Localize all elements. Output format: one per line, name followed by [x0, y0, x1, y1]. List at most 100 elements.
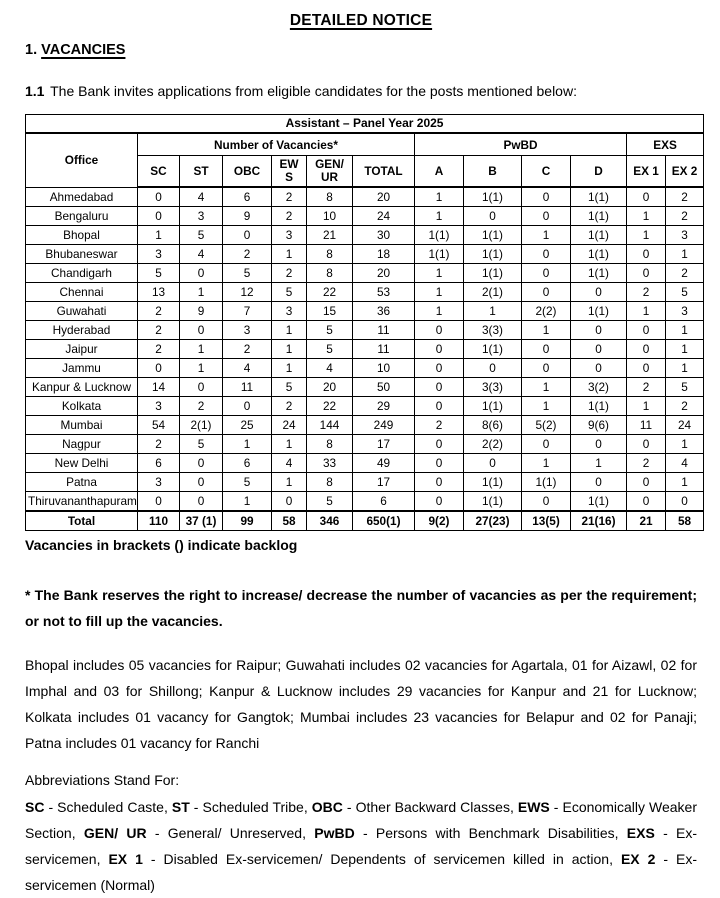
office-cell: Bhubaneswar — [25, 244, 138, 264]
table-row: Bengaluru 0 3 9 2 10 24 1 0 0 1(1) 1 2 — [25, 206, 705, 226]
value-cell: 1(1) — [463, 263, 522, 283]
col-header-office: Office — [25, 132, 138, 188]
value-cell: 1(1) — [570, 263, 627, 283]
value-cell: 2 — [179, 396, 223, 416]
value-cell: 144 — [306, 415, 353, 435]
value-cell: 17 — [352, 434, 415, 454]
office-cell: Kolkata — [25, 396, 138, 416]
value-cell: 18 — [352, 244, 415, 264]
column-header: EX 1 — [626, 155, 666, 188]
column-header: D — [570, 155, 627, 188]
value-cell: 1 — [271, 339, 307, 359]
value-cell: 9(6) — [570, 415, 627, 435]
column-header: TOTAL — [352, 155, 415, 188]
value-cell: 15 — [306, 301, 353, 321]
value-cell: 9(2) — [414, 510, 464, 531]
value-cell: 1(1) — [414, 225, 464, 245]
value-cell: 14 — [137, 377, 180, 397]
value-cell: 8 — [306, 186, 353, 207]
abbr-definition: - Other Backward Classes, — [342, 799, 518, 815]
value-cell: 6 — [137, 453, 180, 473]
value-cell: 1 — [414, 263, 464, 283]
value-cell: 29 — [352, 396, 415, 416]
value-cell: 22 — [306, 282, 353, 302]
value-cell: 1(1) — [463, 472, 522, 492]
value-cell: 5 — [306, 320, 353, 340]
value-cell: 0 — [626, 244, 666, 264]
value-cell: 0 — [179, 491, 223, 512]
value-cell: 3 — [271, 301, 307, 321]
value-cell: 1 — [664, 434, 705, 454]
value-cell: 0 — [414, 434, 464, 454]
value-cell: 58 — [271, 510, 307, 531]
value-cell: 2 — [664, 263, 705, 283]
table-row: Nagpur 2 5 1 1 8 17 0 2(2) 0 0 0 1 — [25, 434, 705, 454]
value-cell: 0 — [414, 472, 464, 492]
abbr-definition: - Disabled Ex-servicemen/ Dependents of … — [142, 851, 621, 867]
column-header: C — [521, 155, 571, 188]
abbr-definition: - Scheduled Caste, — [44, 799, 172, 815]
value-cell: 2 — [222, 339, 272, 359]
value-cell: 2 — [626, 282, 666, 302]
table-row: Bhubaneswar 3 4 2 1 8 18 1(1) 1(1) 0 1(1) 0 1 — [25, 244, 705, 264]
value-cell: 1(1) — [570, 396, 627, 416]
value-cell: 5 — [306, 339, 353, 359]
value-cell: 5 — [271, 377, 307, 397]
table-row: Kolkata 3 2 0 2 22 29 0 1(1) 1 1(1) 1 2 — [25, 396, 705, 416]
value-cell: 1 — [521, 377, 571, 397]
value-cell: 7 — [222, 301, 272, 321]
value-cell: 1 — [521, 225, 571, 245]
value-cell: 1 — [222, 434, 272, 454]
table-row: Jammu 0 1 4 1 4 10 0 0 0 0 0 1 — [25, 358, 705, 378]
value-cell: 0 — [137, 491, 180, 512]
value-cell: 21 — [306, 225, 353, 245]
value-cell: 0 — [521, 186, 571, 207]
value-cell: 1 — [271, 472, 307, 492]
value-cell: 3 — [271, 225, 307, 245]
intro-paragraph: 1.1 The Bank invites applications from e… — [25, 82, 697, 100]
value-cell: 2 — [664, 206, 705, 226]
value-cell: 0 — [137, 358, 180, 378]
table-row: Ahmedabad 0 4 6 2 8 20 1 1(1) 0 1(1) 0 2 — [25, 186, 705, 207]
abbr-term: EXS — [626, 825, 655, 841]
value-cell: 0 — [414, 320, 464, 340]
value-cell: 17 — [352, 472, 415, 492]
value-cell: 1 — [664, 472, 705, 492]
office-cell: Chandigarh — [25, 263, 138, 283]
value-cell: 2(2) — [463, 434, 522, 454]
value-cell: 1 — [521, 320, 571, 340]
value-cell: 1 — [179, 282, 223, 302]
value-cell: 24 — [352, 206, 415, 226]
value-cell: 3 — [137, 244, 180, 264]
value-cell: 0 — [570, 320, 627, 340]
abbr-term: SC — [25, 799, 45, 815]
value-cell: 0 — [414, 358, 464, 378]
value-cell: 1 — [137, 225, 180, 245]
value-cell: 9 — [222, 206, 272, 226]
value-cell: 8 — [306, 434, 353, 454]
abbreviations-paragraph: SC - Scheduled Caste, ST - Scheduled Tri… — [25, 794, 697, 898]
value-cell: 5 — [306, 491, 353, 512]
value-cell: 1 — [414, 301, 464, 321]
value-cell: 1 — [271, 358, 307, 378]
column-header: B — [463, 155, 522, 188]
value-cell: 25 — [222, 415, 272, 435]
value-cell: 2 — [664, 396, 705, 416]
includes-paragraph: Bhopal includes 05 vacancies for Raipur;… — [25, 657, 697, 751]
group-header-row: Office Number of Vacancies* PwBD EXS — [25, 132, 705, 188]
page-title-text: DETAILED NOTICE — [289, 12, 433, 29]
backlog-note: Vacancies in brackets () indicate backlo… — [25, 537, 298, 553]
value-cell: 3(3) — [463, 377, 522, 397]
value-cell: 9 — [179, 301, 223, 321]
value-cell: 11 — [352, 339, 415, 359]
value-cell: 37 (1) — [179, 510, 223, 531]
value-cell: 2(1) — [179, 415, 223, 435]
value-cell: 1 — [271, 244, 307, 264]
table-row: Chandigarh 5 0 5 2 8 20 1 1(1) 0 1(1) 0 2 — [25, 263, 705, 283]
value-cell: 1 — [179, 339, 223, 359]
value-cell: 4 — [179, 186, 223, 207]
section-number: 1. — [25, 42, 38, 58]
table-row: Chennai 13 1 12 5 22 53 1 2(1) 0 0 2 5 — [25, 282, 705, 302]
value-cell: 22 — [306, 396, 353, 416]
value-cell: 12 — [222, 282, 272, 302]
